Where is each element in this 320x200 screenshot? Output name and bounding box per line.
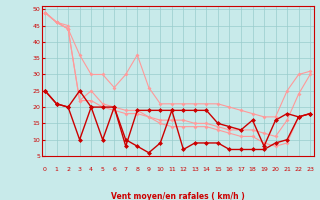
X-axis label: Vent moyen/en rafales ( km/h ): Vent moyen/en rafales ( km/h )	[111, 192, 244, 200]
